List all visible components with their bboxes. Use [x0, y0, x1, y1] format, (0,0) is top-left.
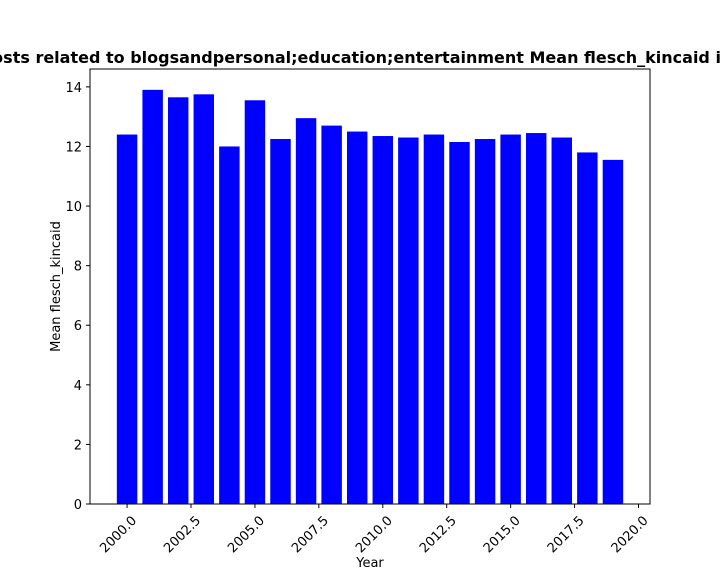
- bar-2009: [346, 131, 368, 505]
- x-tick-label: 2000.0: [97, 513, 140, 556]
- bar-2006: [270, 139, 291, 504]
- bar-2014: [474, 139, 496, 504]
- x-tick-label: 2007.5: [289, 513, 332, 556]
- x-tick-label: 2012.5: [417, 513, 460, 556]
- bar-2011: [398, 137, 419, 504]
- y-tick-label: 4: [74, 379, 82, 394]
- x-tick-label: 2017.5: [545, 513, 588, 556]
- x-axis: 2000.0 2002.5 2005.0 2007.5 2010.0 2012.5 2015…: [97, 504, 652, 556]
- plot-frame: [89, 68, 651, 505]
- bar-2015: [500, 134, 521, 504]
- x-tick-label: 2020.0: [609, 513, 652, 556]
- bar-2018: [577, 152, 598, 504]
- bar-2010: [372, 136, 394, 505]
- chart-title: Number of posts related to blogsandperso…: [0, 48, 720, 67]
- y-axis: 0 2 4 6 8 10 12 14: [65, 81, 90, 513]
- bar-2012: [423, 134, 445, 504]
- x-axis-label: Year: [355, 556, 384, 571]
- bar-2003: [193, 94, 215, 504]
- bar-2004: [219, 146, 240, 504]
- bars-group: [116, 89, 624, 505]
- y-axis-label: Mean flesch_kincaid: [49, 221, 64, 352]
- bar-2013: [449, 141, 470, 504]
- bar-2001: [142, 89, 163, 504]
- x-tick-label: 2002.5: [161, 513, 204, 556]
- bar-2007: [295, 118, 317, 505]
- x-tick-label: 2005.0: [225, 513, 268, 556]
- bar-2019: [602, 159, 624, 504]
- y-tick-label: 2: [74, 438, 82, 453]
- x-tick-label: 2015.0: [481, 513, 524, 556]
- y-tick-label: 6: [74, 319, 82, 334]
- bar-2016: [525, 133, 547, 504]
- y-tick-label: 12: [65, 140, 82, 155]
- bar-2008: [321, 125, 342, 504]
- x-tick-label: 2010.0: [353, 513, 396, 556]
- y-tick-label: 8: [74, 260, 82, 275]
- bar-2002: [167, 97, 189, 504]
- y-tick-label: 0: [74, 498, 82, 513]
- bar-2005: [244, 100, 266, 505]
- y-tick-label: 10: [65, 200, 82, 215]
- bar-2017: [551, 137, 573, 504]
- bar-2000: [116, 134, 138, 504]
- y-tick-label: 14: [65, 81, 82, 96]
